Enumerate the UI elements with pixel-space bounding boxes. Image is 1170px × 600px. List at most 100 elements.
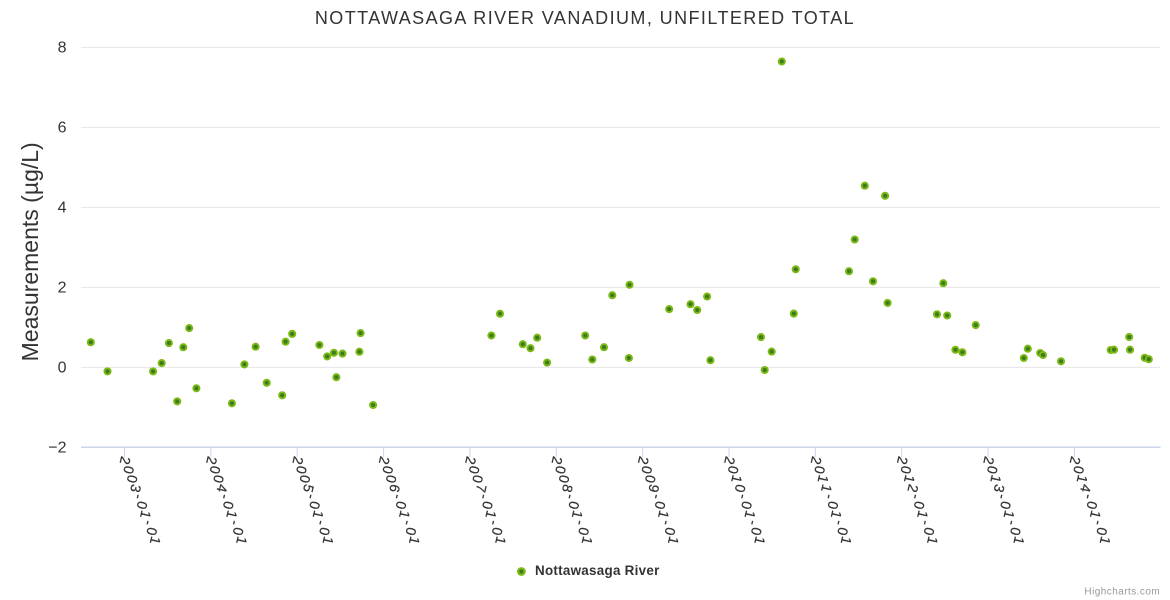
svg-text:Measurements (µg/L): Measurements (µg/L): [17, 142, 43, 361]
svg-text:1: 1: [147, 535, 164, 546]
svg-text:0: 0: [834, 526, 851, 537]
svg-text:1: 1: [137, 509, 154, 520]
svg-text:8: 8: [58, 40, 67, 57]
svg-text:0: 0: [1070, 464, 1087, 475]
svg-text:-: -: [303, 493, 320, 501]
svg-text:9: 9: [645, 483, 662, 494]
svg-text:1: 1: [751, 535, 768, 546]
svg-text:-: -: [649, 493, 666, 501]
svg-text:2: 2: [721, 455, 738, 466]
svg-text:0: 0: [210, 474, 227, 485]
svg-text:0: 0: [897, 464, 914, 475]
svg-text:1: 1: [310, 509, 327, 520]
svg-text:0: 0: [379, 464, 396, 475]
svg-text:-: -: [390, 493, 407, 501]
svg-text:2: 2: [980, 455, 997, 466]
svg-text:0: 0: [316, 526, 333, 537]
svg-text:Highcharts.com: Highcharts.com: [1084, 587, 1160, 598]
svg-text:1: 1: [1097, 535, 1114, 546]
svg-text:-: -: [831, 519, 848, 527]
svg-text:1: 1: [1001, 509, 1018, 520]
svg-text:1: 1: [1010, 535, 1027, 546]
svg-text:-: -: [217, 493, 234, 501]
svg-text:1: 1: [406, 535, 423, 546]
svg-text:-: -: [908, 493, 925, 501]
svg-text:5: 5: [300, 483, 317, 494]
svg-text:0: 0: [1083, 500, 1100, 511]
svg-text:NOTTAWASAGA RIVER VANADIUM, UN: NOTTAWASAGA RIVER VANADIUM, UNFILTERED T…: [315, 8, 855, 28]
svg-text:0: 0: [738, 500, 755, 511]
svg-text:-: -: [400, 519, 417, 527]
svg-text:1: 1: [741, 509, 758, 520]
svg-text:1: 1: [838, 535, 855, 546]
svg-text:1: 1: [655, 509, 672, 520]
svg-text:-: -: [476, 493, 493, 501]
svg-text:2: 2: [635, 455, 652, 466]
svg-text:0: 0: [393, 500, 410, 511]
svg-text:1: 1: [924, 535, 941, 546]
svg-text:0: 0: [296, 474, 313, 485]
svg-text:7: 7: [473, 483, 490, 494]
svg-text:1: 1: [482, 509, 499, 520]
svg-text:0: 0: [824, 500, 841, 511]
svg-text:0: 0: [725, 464, 742, 475]
svg-text:0: 0: [469, 474, 486, 485]
svg-text:-: -: [140, 519, 157, 527]
svg-text:4: 4: [213, 483, 230, 494]
svg-text:2: 2: [376, 455, 393, 466]
svg-text:0: 0: [652, 500, 669, 511]
svg-text:1: 1: [233, 535, 250, 546]
svg-text:0: 0: [306, 500, 323, 511]
svg-text:1: 1: [665, 535, 682, 546]
svg-text:2: 2: [289, 455, 306, 466]
svg-text:0: 0: [133, 500, 150, 511]
svg-text:2: 2: [1067, 455, 1084, 466]
svg-text:0: 0: [911, 500, 928, 511]
svg-text:0: 0: [997, 500, 1014, 511]
svg-text:-: -: [994, 493, 1011, 501]
svg-text:1: 1: [396, 509, 413, 520]
svg-text:0: 0: [489, 526, 506, 537]
svg-text:6: 6: [58, 120, 67, 137]
svg-text:-: -: [1004, 519, 1021, 527]
svg-text:1: 1: [492, 535, 509, 546]
svg-text:0: 0: [124, 474, 141, 485]
svg-text:0: 0: [383, 474, 400, 485]
svg-text:-: -: [486, 519, 503, 527]
svg-text:1: 1: [1087, 509, 1104, 520]
svg-text:1: 1: [1074, 474, 1091, 485]
svg-text:0: 0: [206, 464, 223, 475]
svg-text:-: -: [1081, 493, 1098, 501]
svg-text:-: -: [1090, 519, 1107, 527]
svg-text:1: 1: [818, 483, 835, 494]
svg-text:3: 3: [991, 483, 1008, 494]
svg-text:-: -: [562, 493, 579, 501]
svg-text:2: 2: [548, 455, 565, 466]
svg-text:0: 0: [638, 464, 655, 475]
svg-text:-: -: [313, 519, 330, 527]
svg-text:0: 0: [293, 464, 310, 475]
svg-text:1: 1: [319, 535, 336, 546]
svg-text:2: 2: [203, 455, 220, 466]
svg-text:Nottawasaga River: Nottawasaga River: [535, 563, 660, 578]
svg-text:0: 0: [555, 474, 572, 485]
svg-text:0: 0: [575, 526, 592, 537]
svg-text:3: 3: [127, 483, 144, 494]
svg-text:1: 1: [987, 474, 1004, 485]
svg-text:0: 0: [1007, 526, 1024, 537]
svg-text:0: 0: [58, 360, 67, 377]
svg-text:0: 0: [661, 526, 678, 537]
svg-text:−2: −2: [48, 440, 66, 457]
svg-text:0: 0: [466, 464, 483, 475]
svg-text:0: 0: [565, 500, 582, 511]
svg-text:1: 1: [901, 474, 918, 485]
svg-text:-: -: [822, 493, 839, 501]
svg-text:0: 0: [748, 526, 765, 537]
svg-text:2: 2: [58, 280, 67, 297]
svg-text:1: 1: [914, 509, 931, 520]
svg-text:0: 0: [984, 464, 1001, 475]
svg-text:0: 0: [552, 464, 569, 475]
svg-text:0: 0: [732, 483, 749, 494]
svg-text:0: 0: [230, 526, 247, 537]
svg-text:4: 4: [58, 200, 67, 217]
